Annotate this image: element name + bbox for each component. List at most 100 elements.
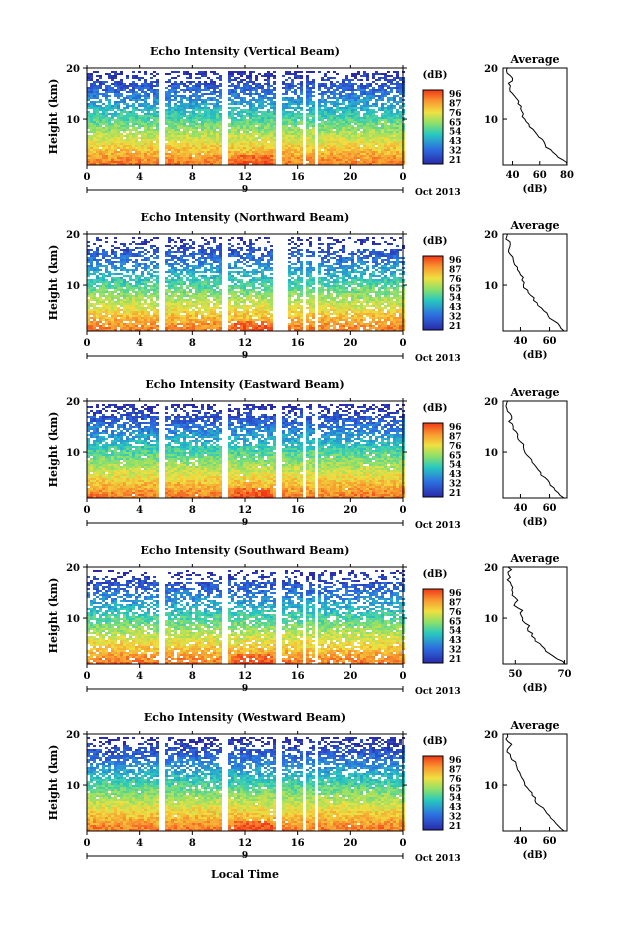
heatmap-cell	[327, 133, 330, 135]
heatmap-cell	[96, 135, 99, 137]
heatmap-cell	[93, 103, 96, 105]
heatmap-cell	[153, 311, 156, 313]
heatmap-cell	[135, 107, 138, 109]
heatmap-cell	[327, 141, 330, 143]
heatmap-cell	[117, 117, 120, 119]
heatmap-cell	[120, 81, 123, 83]
heatmap-cell	[333, 145, 336, 147]
heatmap-cell	[165, 245, 168, 247]
heatmap-cell	[291, 163, 294, 165]
heatmap-cell	[204, 155, 207, 157]
heatmap-cell	[156, 133, 159, 135]
heatmap-cell	[201, 147, 204, 149]
heatmap-cell	[393, 123, 396, 125]
heatmap-cell	[366, 123, 369, 125]
heatmap-cell	[126, 323, 129, 325]
heatmap-cell	[123, 319, 126, 321]
heatmap-cell	[186, 105, 189, 107]
heatmap-cell	[384, 123, 387, 125]
heatmap-cell	[93, 115, 96, 117]
heatmap-cell	[321, 79, 324, 81]
heatmap-cell	[342, 145, 345, 147]
heatmap-cell	[351, 99, 354, 101]
heatmap-cell	[384, 139, 387, 141]
heatmap-cell	[165, 99, 168, 101]
heatmap-cell	[318, 137, 321, 139]
heatmap-cell	[369, 91, 372, 93]
heatmap-cell	[108, 325, 111, 327]
heatmap-cell	[198, 87, 201, 89]
heatmap-cell	[384, 159, 387, 161]
heatmap-cell	[213, 123, 216, 125]
heatmap-cell	[273, 71, 276, 73]
heatmap-cell	[258, 105, 261, 107]
heatmap-cell	[291, 99, 294, 101]
heatmap-cell	[150, 123, 153, 125]
heatmap-cell	[90, 83, 93, 85]
heatmap-cell	[249, 121, 252, 123]
heatmap-cell	[117, 85, 120, 87]
heatmap-cell	[213, 137, 216, 139]
heatmap-cell	[129, 149, 132, 151]
heatmap-cell	[294, 71, 297, 73]
heatmap-cell	[123, 123, 126, 125]
heatmap-cell	[123, 297, 126, 299]
heatmap-cell	[309, 115, 312, 117]
heatmap-cell	[282, 151, 285, 153]
heatmap-cell	[387, 113, 390, 115]
heatmap-cell	[177, 151, 180, 153]
heatmap-cell	[381, 115, 384, 117]
heatmap-cell	[165, 253, 168, 255]
heatmap-cell	[207, 93, 210, 95]
heatmap-cell	[180, 97, 183, 99]
heatmap-cell	[228, 71, 231, 73]
heatmap-cell	[105, 279, 108, 281]
heatmap-cell	[180, 315, 183, 317]
heatmap-cell	[171, 153, 174, 155]
heatmap-cell	[267, 131, 270, 133]
heatmap-cell	[339, 87, 342, 89]
heatmap-cell	[156, 329, 159, 331]
heatmap-cell	[135, 159, 138, 161]
heatmap-cell	[288, 107, 291, 109]
heatmap-cell	[93, 151, 96, 153]
heatmap-cell	[252, 147, 255, 149]
heatmap-cell	[327, 143, 330, 145]
heatmap-cell	[186, 145, 189, 147]
heatmap-cell	[117, 73, 120, 75]
heatmap-cell	[132, 325, 135, 327]
heatmap-cell	[210, 125, 213, 127]
heatmap-cell	[105, 151, 108, 153]
heatmap-cell	[207, 131, 210, 133]
heatmap-cell	[117, 285, 120, 287]
heatmap-cell	[282, 109, 285, 111]
heatmap-cell	[183, 275, 186, 277]
heatmap-cell	[135, 297, 138, 299]
heatmap-cell	[117, 123, 120, 125]
heatmap-cell	[234, 119, 237, 121]
heatmap-cell	[90, 287, 93, 289]
heatmap-cell	[171, 113, 174, 115]
heatmap-cell	[252, 163, 255, 165]
heatmap-cell	[183, 259, 186, 261]
heatmap-cell	[231, 121, 234, 123]
heatmap-cell	[129, 253, 132, 255]
heatmap-cell	[126, 125, 129, 127]
heatmap-cell	[144, 129, 147, 131]
heatmap-cell	[273, 81, 276, 83]
heatmap-cell	[144, 313, 147, 315]
heatmap-cell	[333, 117, 336, 119]
heatmap-cell	[372, 153, 375, 155]
heatmap-cell	[111, 105, 114, 107]
heatmap-cell	[210, 129, 213, 131]
heatmap-cell	[360, 161, 363, 163]
heatmap-cell	[297, 127, 300, 129]
heatmap-cell	[285, 149, 288, 151]
heatmap-cell	[132, 129, 135, 131]
heatmap-cell	[90, 141, 93, 143]
heatmap-cell	[228, 115, 231, 117]
heatmap-cell	[144, 289, 147, 291]
heatmap-cell	[87, 153, 90, 155]
heatmap-cell	[114, 255, 117, 257]
heatmap-cell	[165, 155, 168, 157]
